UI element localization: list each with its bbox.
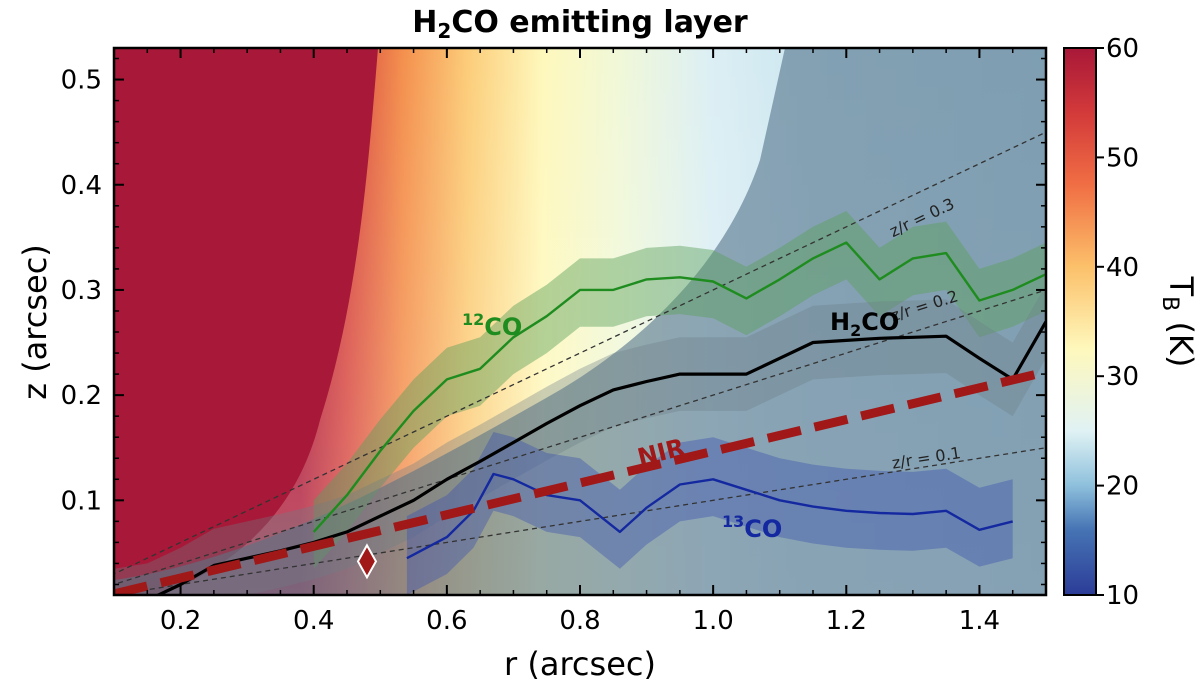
ref-line-0.3 [114,131,1046,575]
x-axis-label: r (arcsec) [504,645,656,683]
x-tick-label: 0.4 [293,606,334,636]
colorbar-tick-label: 30 [1106,362,1139,392]
band-12co [313,211,1046,569]
hot-inner-region [114,48,378,595]
y-tick-label: 0.2 [61,381,102,411]
colorbar-label: TB (K) [1157,276,1200,368]
ref-line-0.2 [114,289,1046,586]
plot-area: z/r = 0.3z/r = 0.2z/r = 0.1 H2CO12CO13CO… [114,48,1046,595]
x-tick-label: 1.2 [826,606,867,636]
series-line-13co [406,472,1013,560]
y-tick-label: 0.4 [61,171,102,201]
chart-title: H2CO emitting layer [412,5,748,43]
series-line-nir [114,367,1046,595]
label-h2co: H2CO [830,308,899,340]
x-tick-label: 0.6 [426,606,467,636]
series-line-12co [312,241,1046,533]
band-h2co [114,284,1046,595]
colorbar-tick-label: 10 [1106,581,1139,611]
x-tick-label: 1.0 [692,606,733,636]
y-tick-label: 0.1 [61,486,102,516]
label-12co: 12CO [462,310,522,341]
y-tick-label: 0.5 [61,66,102,96]
band-13co [406,432,1013,595]
colorbar-tick-label: 60 [1106,34,1139,64]
colorbar-tick-label: 20 [1106,472,1139,502]
x-tick-label: 0.8 [559,606,600,636]
diamond-marker [356,543,378,580]
colorbar-tick-label: 50 [1106,143,1139,173]
y-axis-label: z (arcsec) [16,244,54,400]
label-13co: 13CO [722,512,782,543]
colorbar [1063,47,1097,596]
colorbar-tick-label: 40 [1106,253,1139,283]
opaque-region-overlay [114,48,1046,595]
x-tick-label: 1.4 [959,606,1000,636]
x-tick-label: 0.2 [160,606,201,636]
y-tick-label: 0.3 [61,276,102,306]
